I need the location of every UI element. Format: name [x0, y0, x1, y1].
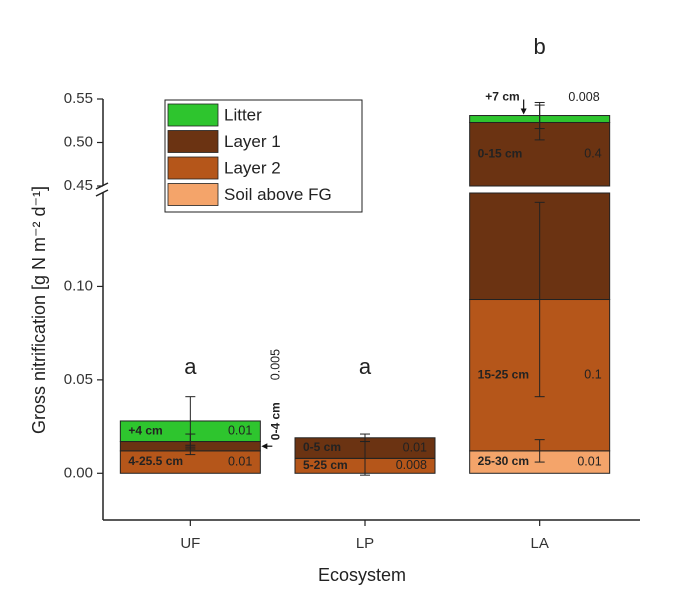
pointer-head [520, 108, 527, 115]
x-tick-label: LP [356, 535, 374, 552]
legend-label: Layer 1 [224, 132, 281, 151]
y-tick-label: 0.55 [64, 90, 93, 107]
legend-swatch [167, 103, 219, 127]
value-label: 0.01 [228, 424, 252, 438]
value-label: 0.01 [403, 440, 427, 454]
legend-label: Soil above FG [224, 185, 332, 204]
value-label: 0.01 [228, 454, 252, 468]
value-label: 0.4 [584, 147, 601, 161]
x-tick-label: LA [530, 535, 548, 552]
pointer-head [261, 443, 268, 450]
segment-label: 0-5 cm [303, 440, 341, 454]
segment-label: 25-30 cm [478, 454, 529, 468]
segment-label: +4 cm [128, 423, 162, 437]
group-label: a [184, 354, 197, 379]
group-label: a [359, 354, 372, 379]
value-label: 0.005 [269, 349, 283, 380]
x-tick-label: UF [180, 535, 200, 552]
legend-swatch [167, 156, 219, 180]
legend-label: Litter [224, 105, 262, 124]
y-tick-label: 0.50 [64, 133, 93, 150]
y-tick-label: 0.10 [64, 277, 93, 294]
y-tick-label: 0.45 [64, 177, 93, 194]
legend-swatch [167, 183, 219, 206]
x-axis-label: Ecosystem [318, 565, 406, 585]
group-label: b [534, 34, 546, 59]
value-label: 0.008 [396, 458, 427, 472]
axis-break [95, 189, 109, 197]
segment-label: 15-25 cm [478, 367, 529, 381]
segment-label: 5-25 cm [303, 458, 348, 472]
value-label: 0.1 [584, 367, 601, 381]
value-label: 0.01 [577, 454, 601, 468]
y-tick-label: 0.05 [64, 371, 93, 388]
y-axis-label: Gross nitrification [g N m⁻² d⁻¹] [29, 186, 49, 434]
segment-label: +7 cm [485, 90, 519, 104]
y-tick-label: 0.00 [64, 464, 93, 481]
legend-label: Layer 2 [224, 158, 281, 177]
value-label: 0.008 [568, 90, 599, 104]
legend-swatch [167, 130, 219, 153]
segment-label: 0-15 cm [478, 146, 523, 160]
segment-label: 0-4 cm [269, 402, 283, 440]
segment-label: 4-25.5 cm [128, 454, 183, 468]
